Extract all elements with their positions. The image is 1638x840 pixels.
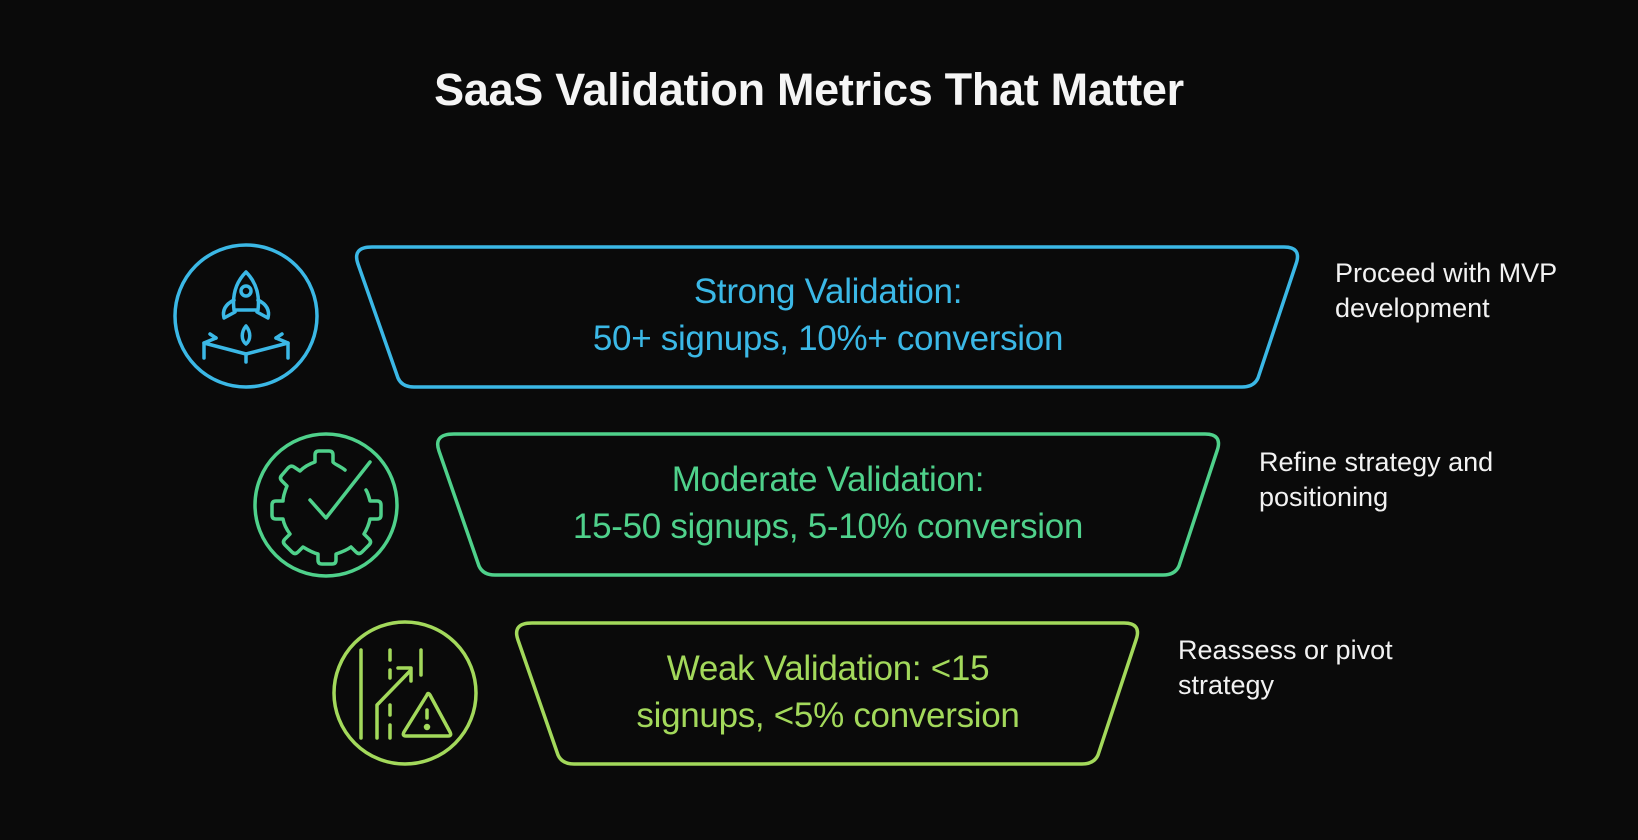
tier-moderate	[253, 432, 1221, 578]
weak-label-line2: signups, <5% conversion	[636, 696, 1020, 735]
gear-check-icon	[253, 432, 399, 578]
weak-label-line1: Weak Validation: <15	[666, 649, 990, 688]
weak-label: Weak Validation: <15 signups, <5% conver…	[440, 645, 1216, 739]
moderate-trapezoid	[435, 432, 1221, 577]
road-warning-icon	[332, 620, 478, 766]
strong-action-line2: development	[1335, 293, 1490, 323]
strong-action-line1: Proceed with MVP	[1335, 258, 1558, 288]
rocket-launch-icon	[173, 243, 319, 389]
moderate-action-line1: Refine strategy and	[1259, 447, 1494, 477]
moderate-action: Refine strategy and positioning	[1259, 445, 1493, 515]
moderate-label-line2: 15-50 signups, 5-10% conversion	[572, 507, 1084, 546]
strong-label: Strong Validation: 50+ signups, 10%+ con…	[440, 268, 1216, 362]
weak-action-line1: Reassess or pivot	[1178, 635, 1393, 665]
page-title: SaaS Validation Metrics That Matter	[434, 64, 1184, 115]
weak-trapezoid	[514, 621, 1140, 766]
strong-trapezoid	[354, 245, 1300, 389]
strong-action: Proceed with MVP development	[1335, 256, 1557, 326]
moderate-label-line1: Moderate Validation:	[671, 460, 985, 499]
moderate-action-line2: positioning	[1259, 482, 1389, 512]
moderate-label: Moderate Validation: 15-50 signups, 5-10…	[440, 456, 1216, 550]
weak-action-line2: strategy	[1178, 670, 1275, 700]
tier-strong	[173, 243, 1300, 389]
strong-label-line2: 50+ signups, 10%+ conversion	[592, 319, 1064, 358]
tier-weak	[332, 620, 1140, 766]
strong-label-line1: Strong Validation:	[693, 272, 963, 311]
weak-action: Reassess or pivot strategy	[1178, 633, 1393, 703]
